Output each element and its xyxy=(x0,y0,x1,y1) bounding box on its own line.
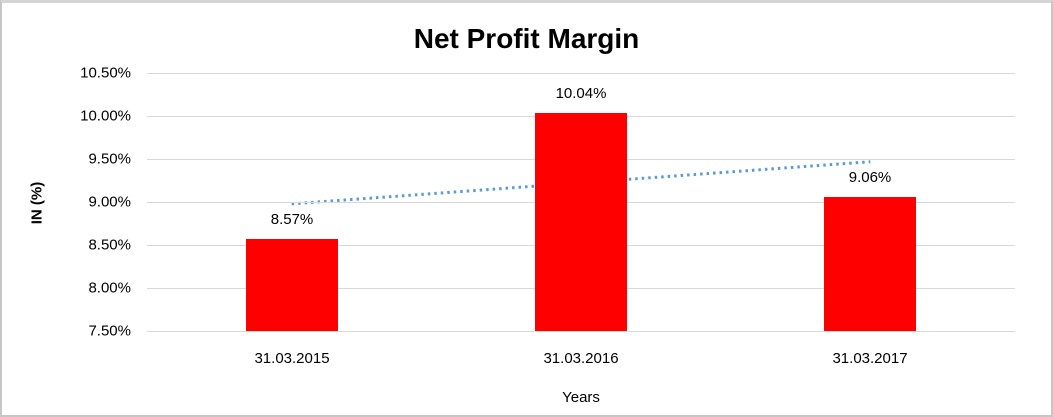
data-label-31.03.2016: 10.04% xyxy=(555,85,607,102)
y-axis-title: IN (%) xyxy=(28,181,46,225)
bar-31.03.2017 xyxy=(824,197,916,331)
data-label-31.03.2015: 8.57% xyxy=(270,211,314,228)
chart-title: Net Profit Margin xyxy=(413,23,640,54)
x-tick-label: 31.03.2015 xyxy=(254,350,330,367)
bar-31.03.2016 xyxy=(535,113,627,331)
y-tick-label: 9.00% xyxy=(88,193,131,211)
bar-31.03.2015 xyxy=(246,239,338,331)
y-tick-label: 10.00% xyxy=(80,107,131,125)
y-tick-label: 9.50% xyxy=(88,150,131,168)
gridline xyxy=(147,331,1015,332)
y-tick-label: 7.50% xyxy=(88,322,131,340)
gridline xyxy=(147,73,1015,74)
y-tick-label: 10.50% xyxy=(80,64,131,82)
y-tick-label: 8.00% xyxy=(88,279,131,297)
data-label-31.03.2017: 9.06% xyxy=(848,169,892,186)
x-tick-label: 31.03.2017 xyxy=(832,350,908,367)
x-axis-title: Years xyxy=(562,389,600,406)
x-tick-label: 31.03.2016 xyxy=(543,350,619,367)
y-tick-label: 8.50% xyxy=(88,236,131,254)
